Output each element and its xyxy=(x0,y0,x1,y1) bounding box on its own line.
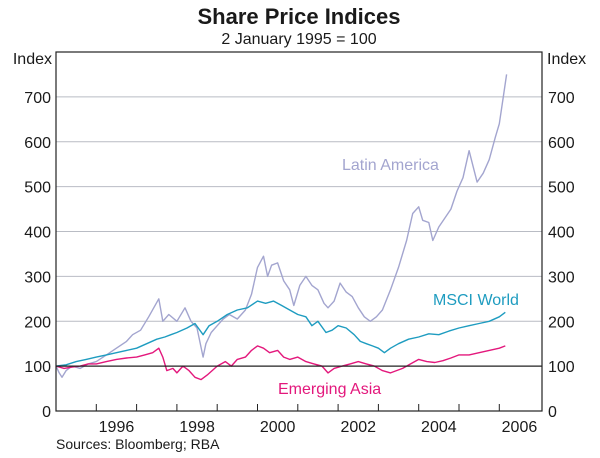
y-ticks-left: 0 100 200 300 400 500 600 700 xyxy=(24,90,51,421)
chart-subtitle: 2 January 1995 = 100 xyxy=(221,31,376,48)
plot-frame xyxy=(55,51,543,412)
y-tick-label-left: 300 xyxy=(24,269,51,286)
y-tick-label-left: 200 xyxy=(24,314,51,331)
y-tick-label-left: 700 xyxy=(24,90,51,107)
y-tick-label-right: 100 xyxy=(548,359,575,376)
label-msci-world: MSCI World xyxy=(433,292,519,309)
y-tick-label-right: 400 xyxy=(548,225,575,242)
y-tick-label-right: 200 xyxy=(548,314,575,331)
y-tick-label-left: 500 xyxy=(24,180,51,197)
gridlines xyxy=(56,96,542,322)
x-tick-label: 2004 xyxy=(421,419,457,436)
y-tick-label-left: 400 xyxy=(24,225,51,242)
y-tick-label-left: 0 xyxy=(42,404,51,421)
x-tick-label: 1996 xyxy=(99,419,135,436)
y-tick-label-left: 100 xyxy=(24,359,51,376)
y-axis-label-left: Index xyxy=(13,51,52,68)
y-tick-label-right: 600 xyxy=(548,135,575,152)
x-tick-label: 1998 xyxy=(179,419,215,436)
y-ticks-right: 0 100 200 300 400 500 600 700 xyxy=(548,90,575,421)
x-tick-label: 2006 xyxy=(502,419,538,436)
y-tick-label-right: 0 xyxy=(548,404,557,421)
y-tick-label-left: 600 xyxy=(24,135,51,152)
x-tick-labels: 1996 1998 2000 2002 2004 2006 xyxy=(99,419,538,436)
source-note: Sources: Bloomberg; RBA xyxy=(56,436,220,452)
y-tick-label-right: 500 xyxy=(548,180,575,197)
x-ticks xyxy=(95,404,500,411)
label-latin-america: Latin America xyxy=(342,157,439,174)
y-axis-label-right: Index xyxy=(547,51,586,68)
series-line-emerging-asia xyxy=(55,345,506,381)
series-line-msci-world xyxy=(55,300,506,367)
x-tick-label: 2000 xyxy=(260,419,296,436)
y-tick-label-right: 700 xyxy=(548,90,575,107)
y-tick-label-right: 300 xyxy=(548,269,575,286)
chart-title: Share Price Indices xyxy=(198,4,401,29)
series-lines xyxy=(55,74,508,381)
label-emerging-asia: Emerging Asia xyxy=(278,381,381,398)
series-line-latin-america xyxy=(55,74,508,378)
x-tick-label: 2002 xyxy=(340,419,376,436)
